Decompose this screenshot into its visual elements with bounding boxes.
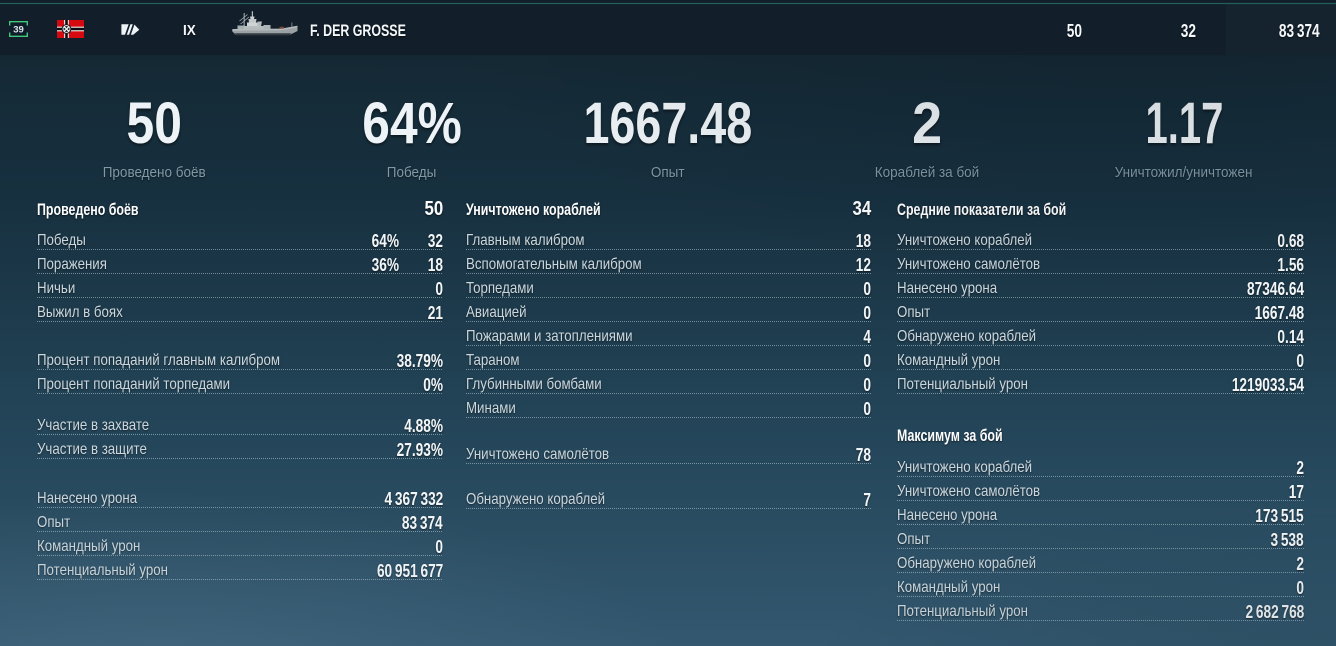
svg-text:39: 39: [13, 25, 24, 36]
